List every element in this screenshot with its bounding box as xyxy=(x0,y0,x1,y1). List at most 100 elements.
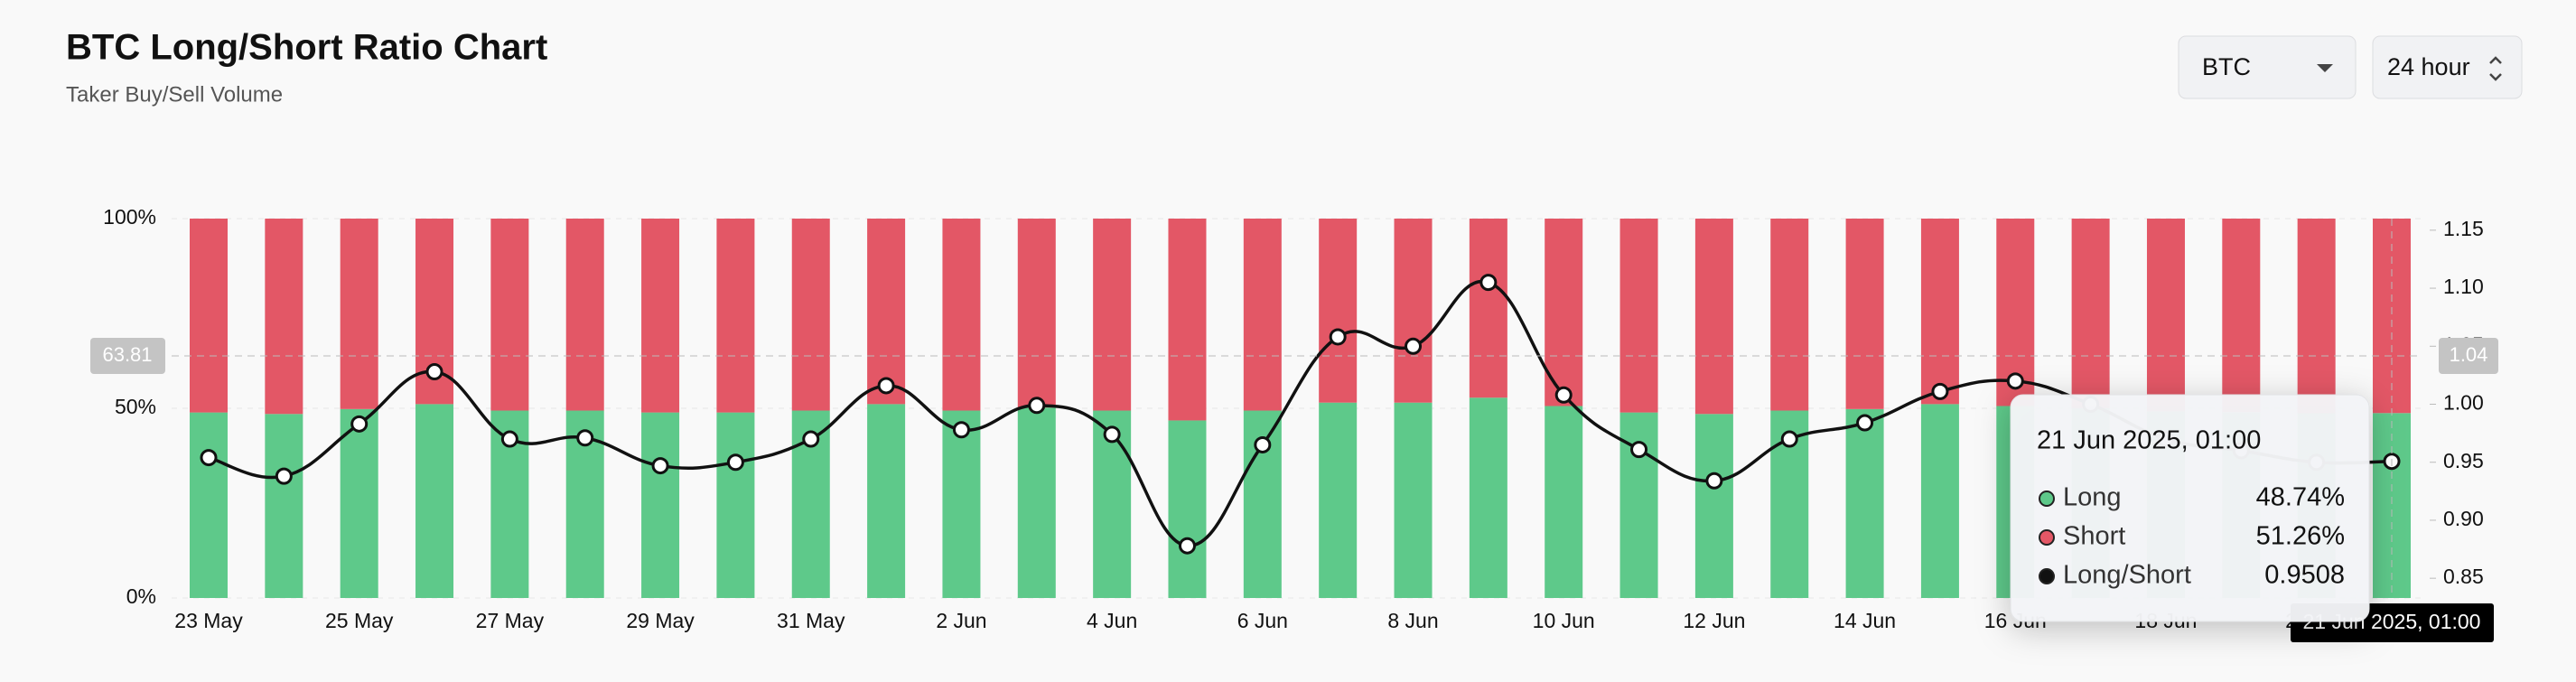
select-box[interactable] xyxy=(2372,35,2523,99)
short-bar xyxy=(190,219,228,413)
ratio-point xyxy=(1705,472,1723,490)
ratio-point xyxy=(1028,397,1046,415)
short-bar xyxy=(1394,219,1433,403)
long-bar xyxy=(1619,412,1658,598)
x-tick-label: 29 May xyxy=(626,609,695,632)
y2-tick-label: 0.85 xyxy=(2443,565,2484,588)
ratio-point xyxy=(651,457,669,475)
x-tick-label: 25 May xyxy=(325,609,394,632)
short-bar xyxy=(2146,219,2185,412)
short-bar xyxy=(942,219,981,411)
ratio-point xyxy=(1103,425,1121,444)
tooltip-title: 21 Jun 2025, 01:00 xyxy=(2037,426,2261,455)
x-tick-label: 14 Jun xyxy=(1834,609,1896,632)
crosshair-y-box xyxy=(90,337,165,374)
tooltip-swatch xyxy=(2039,568,2055,584)
dropdown-arrow xyxy=(2317,64,2333,72)
x-tick-label: 10 Jun xyxy=(1533,609,1595,632)
long-bar xyxy=(867,404,906,598)
x-tick-label: 2 Jun xyxy=(936,609,986,632)
long-bar xyxy=(1845,408,1884,598)
tooltip-value: 51.26% xyxy=(2256,522,2345,551)
long-bar xyxy=(1394,402,1433,598)
tooltip-name: Long/Short xyxy=(2063,561,2191,590)
long-bar xyxy=(340,408,378,598)
long-bar xyxy=(1017,407,1056,598)
y2-tick-label: 1.10 xyxy=(2443,275,2484,298)
ratio-point xyxy=(1630,441,1648,459)
ratio-point xyxy=(952,421,970,439)
short-bar xyxy=(2071,219,2110,408)
ratio-point xyxy=(350,415,369,433)
short-bar xyxy=(1243,219,1282,411)
asset-dropdown[interactable]: BTC xyxy=(2178,35,2357,99)
long-bar xyxy=(1545,406,1583,598)
ratio-point xyxy=(1178,537,1196,555)
short-bar xyxy=(2297,219,2336,414)
x-tick-label: 6 Jun xyxy=(1237,609,1288,632)
plot: 0%50%100%0.850.900.951.001.051.101.1523 … xyxy=(90,205,2498,642)
ratio-point xyxy=(500,430,518,448)
ratio-point xyxy=(275,467,293,485)
ratio-point xyxy=(576,429,594,447)
short-bar xyxy=(490,219,529,411)
x-tick-label: 31 May xyxy=(777,609,845,632)
tooltip-value: 0.9508 xyxy=(2264,561,2345,590)
ratio-point xyxy=(1405,337,1423,355)
tooltip-name: Long xyxy=(2063,483,2122,512)
short-bar xyxy=(641,219,680,413)
ratio-point xyxy=(877,377,895,395)
short-bar xyxy=(791,219,830,411)
y-tick-label: 50% xyxy=(115,395,156,418)
short-bar xyxy=(1093,219,1132,411)
tooltip-name: Short xyxy=(2063,522,2125,551)
short-bar xyxy=(1770,219,1809,411)
short-bar xyxy=(1168,219,1207,421)
title: BTC Long/Short Ratio Chart xyxy=(66,28,547,68)
short-bar xyxy=(1694,219,1733,415)
ratio-point xyxy=(1329,328,1347,346)
x-tick-label: 12 Jun xyxy=(1683,609,1745,632)
short-bar xyxy=(716,219,755,413)
long-bar xyxy=(641,412,680,598)
interval-select[interactable]: 24 hour xyxy=(2372,35,2523,99)
crosshair-y-label: 63.81 xyxy=(102,343,152,366)
short-bar xyxy=(1920,219,1959,405)
ratio-point xyxy=(425,363,443,381)
short-bar xyxy=(1017,219,1056,408)
short-bar xyxy=(1319,219,1358,403)
ratio-point xyxy=(200,449,218,467)
ratio-point xyxy=(1554,386,1573,404)
short-bar xyxy=(867,219,906,405)
short-bar xyxy=(340,219,378,409)
select-arrows xyxy=(2489,56,2502,81)
y2-tick-label: 0.95 xyxy=(2443,449,2484,472)
dropdown-box[interactable] xyxy=(2178,35,2357,99)
short-bar xyxy=(265,219,303,415)
long-bar xyxy=(1694,414,1733,598)
x-tick-label: 27 May xyxy=(476,609,545,632)
y-tick-label: 0% xyxy=(126,584,156,608)
x-tick-label: 23 May xyxy=(174,609,243,632)
tooltip-value: 48.74% xyxy=(2256,483,2345,512)
tooltip-swatch xyxy=(2039,529,2055,546)
ratio-point xyxy=(1931,382,1949,400)
long-bar xyxy=(265,414,303,598)
y-tick-label: 100% xyxy=(103,205,156,229)
tooltip-swatch xyxy=(2039,490,2055,507)
short-bar xyxy=(2222,219,2261,413)
select-value[interactable]: 24 hour xyxy=(2387,53,2470,80)
tooltip-box xyxy=(2010,394,2370,622)
short-bar xyxy=(1469,219,1507,398)
subtitle: Taker Buy/Sell Volume xyxy=(66,82,283,107)
ratio-point xyxy=(2006,372,2024,390)
long-bar xyxy=(1469,397,1507,598)
long-bar xyxy=(190,412,228,598)
short-bar xyxy=(1845,219,1884,409)
long-bar xyxy=(942,410,981,598)
dropdown-value[interactable]: BTC xyxy=(2202,53,2251,80)
long-bar xyxy=(415,404,454,598)
ratio-point xyxy=(802,430,820,448)
long-bar xyxy=(716,412,755,598)
